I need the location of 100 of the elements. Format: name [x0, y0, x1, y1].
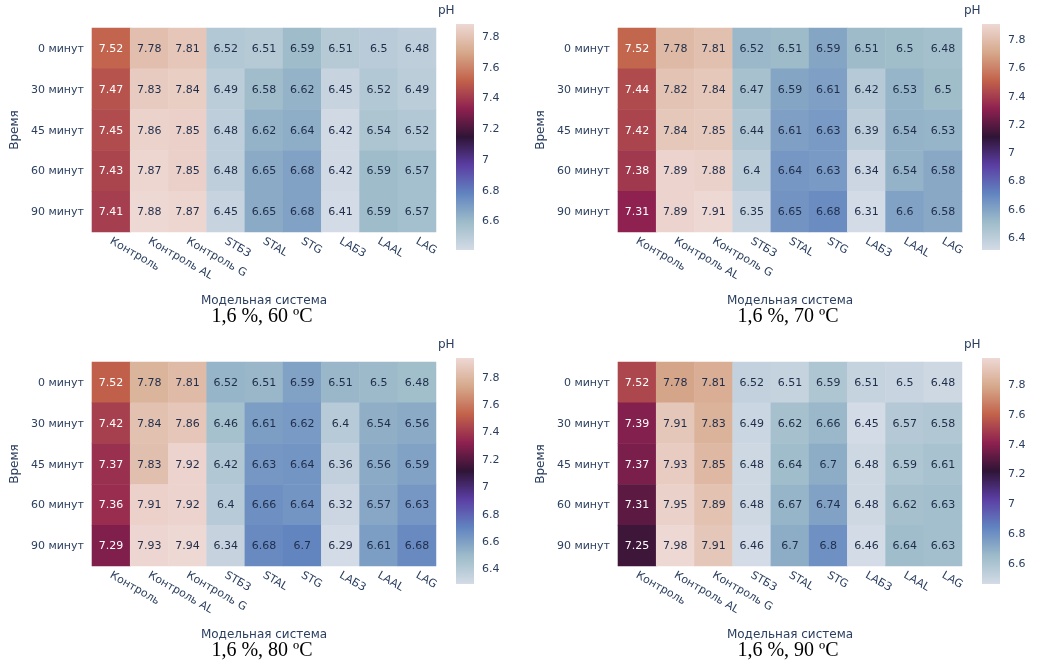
color-bar-label: 7.8: [482, 370, 500, 384]
data-label: 7.52: [624, 41, 650, 55]
data-label: 7.91: [701, 205, 726, 219]
data-label: 6.68: [251, 539, 277, 553]
x-tick-label: STG: [298, 568, 325, 591]
data-label: 7.86: [175, 416, 200, 430]
color-bar-label: 7.2: [1008, 467, 1026, 481]
y-tick-label: 30 минут: [556, 416, 611, 430]
color-bar-label: 7.8: [1008, 378, 1026, 392]
data-label: 6.59: [815, 375, 841, 389]
y-tick-label: 60 минут: [30, 164, 85, 178]
color-bar-label: 7: [482, 152, 489, 166]
x-tick-label: STG: [298, 234, 325, 257]
data-label: 7.94: [175, 539, 200, 553]
x-tick-label: LAG: [939, 568, 966, 591]
data-label: 7.81: [175, 375, 200, 389]
y-tick-label: 60 минут: [556, 164, 611, 178]
y-tick-label: 0 минут: [37, 41, 85, 55]
data-label: 7.85: [175, 164, 200, 178]
data-label: 6.74: [815, 498, 841, 512]
data-label: 6.29: [328, 539, 353, 553]
data-label: 6.64: [777, 457, 803, 471]
data-label: 6.63: [404, 498, 430, 512]
data-label: 6.46: [854, 539, 879, 553]
data-label: 7.91: [663, 416, 688, 430]
x-axis-title: Модельная система: [200, 293, 328, 307]
data-label: 6.6: [895, 205, 914, 219]
color-bar-title: pH: [964, 3, 981, 17]
y-tick-label: 90 минут: [556, 539, 611, 553]
data-label: 6.7: [293, 539, 311, 553]
data-label: 6.41: [328, 205, 353, 219]
data-label: 7.52: [98, 375, 124, 389]
data-label: 7.37: [624, 457, 650, 471]
data-label: 7.83: [137, 82, 162, 96]
data-label: 6.8: [819, 539, 837, 553]
data-label: 6.57: [404, 164, 430, 178]
data-label: 6.4: [743, 164, 761, 178]
y-axis-title: Время: [533, 110, 547, 150]
data-label: 6.49: [213, 82, 238, 96]
data-label: 6.35: [739, 205, 764, 219]
color-bar-label: 7.4: [482, 91, 500, 105]
color-bar-label: 7: [1008, 497, 1015, 511]
data-label: 6.42: [213, 457, 238, 471]
color-bar-label: 6.8: [1008, 526, 1026, 540]
color-bar-label: 7.6: [1008, 408, 1026, 421]
data-label: 6.63: [815, 164, 841, 178]
data-label: 6.54: [892, 164, 917, 178]
data-label: 6.59: [404, 457, 430, 471]
data-label: 6.45: [213, 205, 238, 219]
y-axis-title: Время: [533, 444, 547, 484]
data-label: 6.62: [251, 123, 277, 137]
data-label: 7.43: [98, 164, 124, 178]
data-label: 7.38: [624, 164, 650, 178]
data-label: 6.57: [366, 498, 391, 512]
y-tick-label: 60 минут: [556, 498, 611, 512]
y-tick-label: 45 минут: [30, 123, 85, 137]
data-label: 6.68: [815, 205, 841, 219]
data-label: 7.83: [701, 416, 726, 430]
data-label: 7.91: [137, 498, 162, 512]
data-label: 6.52: [739, 375, 764, 389]
data-label: 6.54: [366, 123, 391, 137]
data-label: 7.47: [98, 82, 124, 96]
data-label: 6.58: [930, 205, 956, 219]
data-label: 7.78: [137, 41, 162, 55]
data-label: 6.64: [289, 457, 315, 471]
data-label: 6.65: [251, 205, 277, 219]
data-label: 6.5: [895, 375, 914, 389]
data-label: 6.47: [739, 82, 764, 96]
x-axis-title: Модельная система: [200, 627, 328, 641]
data-label: 6.51: [854, 375, 879, 389]
color-bar-label: 6.6: [482, 214, 500, 228]
data-label: 6.64: [289, 123, 315, 137]
data-label: 7.89: [701, 498, 726, 512]
x-axis-title: Модельная система: [726, 293, 854, 307]
data-label: 7.41: [98, 205, 124, 219]
y-tick-label: 60 минут: [30, 498, 85, 512]
data-label: 6.58: [930, 164, 956, 178]
data-label: 6.48: [930, 375, 956, 389]
data-label: 6.63: [815, 123, 841, 137]
data-label: 6.51: [328, 375, 353, 389]
y-tick-label: 30 минут: [30, 416, 85, 430]
color-bar-title: pH: [438, 3, 455, 17]
color-bar-label: 6.8: [482, 507, 500, 521]
data-label: 6.52: [404, 123, 430, 137]
color-bar-label: 7.4: [1008, 89, 1026, 103]
data-label: 7.87: [175, 205, 200, 219]
data-label: 7.91: [701, 539, 726, 553]
data-label: 7.92: [175, 498, 200, 512]
color-bar-label: 7.6: [1008, 61, 1026, 75]
data-label: 6.68: [289, 164, 315, 178]
data-label: 6.56: [404, 416, 430, 430]
data-label: 6.59: [366, 164, 391, 178]
data-label: 6.49: [404, 82, 430, 96]
data-label: 7.44: [624, 82, 650, 96]
data-label: 7.95: [663, 498, 688, 512]
y-tick-label: 90 минут: [30, 539, 85, 553]
data-label: 6.51: [251, 375, 277, 389]
data-label: 6.53: [930, 123, 956, 137]
data-label: 6.4: [331, 416, 350, 430]
y-tick-label: 0 минут: [563, 41, 611, 55]
